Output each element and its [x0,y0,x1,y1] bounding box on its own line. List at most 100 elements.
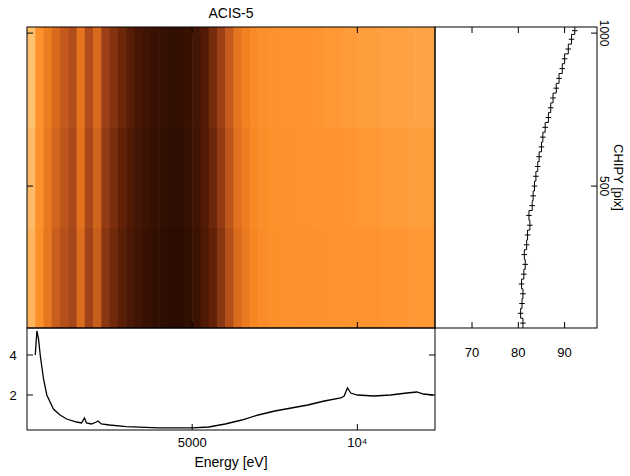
heatmap-cell [27,27,36,128]
heatmap-cell [217,228,226,328]
heatmap-cell [258,127,267,228]
y-tick [591,186,597,187]
error-bar [569,39,575,40]
heatmap-cell [77,27,86,128]
heatmap-cell [316,228,325,328]
heatmap-cell [200,27,209,128]
error-bar [542,127,548,128]
heatmap-cell [44,127,53,228]
heatmap-cell [366,228,375,328]
x-tick [192,27,193,33]
heatmap-cell [159,228,168,328]
heatmap-cell [316,127,325,228]
y-tick [27,33,33,34]
heatmap-cell [101,27,110,128]
heatmap-cell [382,228,391,328]
heatmap-cell [60,127,69,228]
heatmap-cell [52,27,61,128]
heatmap-cell [134,27,143,128]
heatmap-cell [200,127,209,228]
heatmap-frame [27,27,435,328]
heatmap-cell [233,127,242,228]
heatmap-cell [184,228,193,328]
heatmap-cell [233,228,242,328]
heatmap-cell [126,27,135,128]
heatmap-cell [333,228,342,328]
heatmap-cell [242,27,251,128]
error-bar [519,303,525,304]
heatmap-cell [110,228,119,328]
x-tick-label: 80 [511,345,525,360]
heatmap-cell [291,27,300,128]
heatmap-cell [300,27,309,128]
error-bar [572,30,578,31]
heatmap-cell [283,27,292,128]
error-bar [539,146,545,147]
error-bar [546,117,552,118]
heatmap-cell [333,127,342,228]
heatmap-cell [101,228,110,328]
error-bar [520,323,526,324]
heatmap-cell [192,228,201,328]
x-tick [357,322,358,328]
heatmap-cell [159,127,168,228]
heatmap-cell [374,27,383,128]
heatmap-cell [77,228,86,328]
y-tick [27,186,33,187]
heatmap-cell [77,127,86,228]
error-bar [566,49,572,50]
error-bar [536,156,542,157]
x-tick [192,424,193,430]
heatmap-cell [308,27,317,128]
heatmap-cell [250,27,259,128]
heatmap-cell [250,228,259,328]
error-bar [526,215,532,216]
x-tick [564,27,565,33]
heatmap-cell [118,228,127,328]
heatmap-cell [68,27,77,128]
heatmap-cell [407,228,416,328]
heatmap-cell [275,228,284,328]
x-tick-label: 70 [465,345,479,360]
heatmap-cell [27,127,36,228]
heatmap-cell [366,127,375,228]
y-axis-title: CHIPY [pix] [611,144,626,211]
heatmap-cell [52,228,61,328]
heatmap-cell [176,127,185,228]
heatmap-cell [349,228,358,328]
x-tick [472,322,473,328]
heatmap-cell [143,27,152,128]
error-bar [521,274,527,275]
y-tick [27,395,33,396]
heatmap-cell [93,127,102,228]
heatmap-cell [27,228,36,328]
error-bar [535,166,541,167]
heatmap-cell [167,27,176,128]
error-bar [562,58,568,59]
x-tick [564,322,565,328]
error-bar [548,107,554,108]
heatmap-cell [316,27,325,128]
error-bar [527,225,533,226]
heatmap-cell [60,27,69,128]
y-tick-label: 2 [9,388,16,403]
heatmap-cell [382,127,391,228]
heatmap-cell [242,228,251,328]
heatmap-cell [101,127,110,228]
heatmap-cell [233,27,242,128]
y-tick [591,33,597,34]
heatmap-cell [415,27,424,128]
heatmap-cell [35,228,44,328]
heatmap-cells [27,27,435,328]
heatmap-cell [159,27,168,128]
x-tick-label: 5000 [178,435,207,450]
heatmap-cell [60,228,69,328]
heatmap-cell [217,127,226,228]
error-bar [532,186,538,187]
heatmap-cell [407,127,416,228]
heatmap-cell [93,228,102,328]
error-bar [520,293,526,294]
heatmap-cell [176,27,185,128]
x-axis-title: Energy [eV] [194,454,267,470]
heatmap-cell [217,27,226,128]
